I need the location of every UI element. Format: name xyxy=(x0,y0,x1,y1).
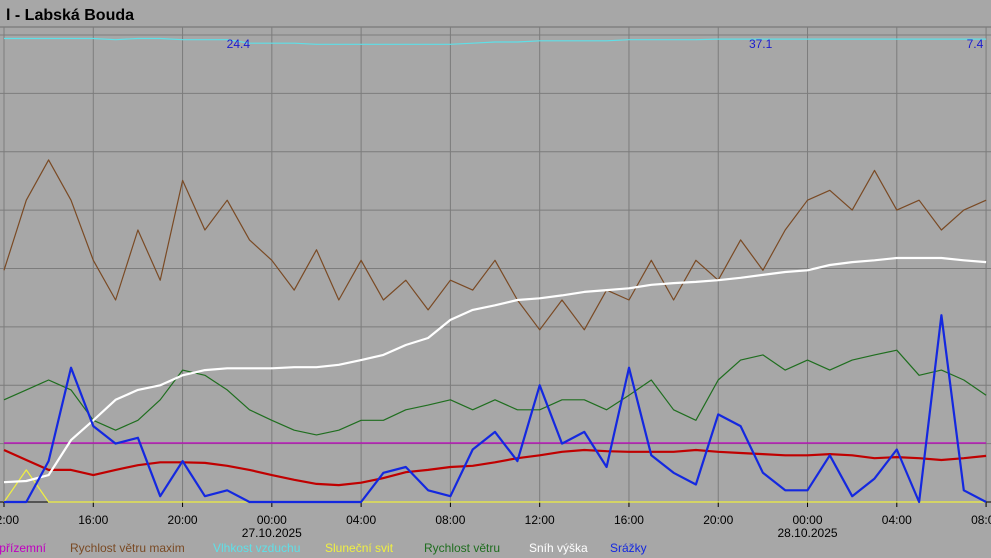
x-tick-label: 00:00 xyxy=(793,513,823,527)
legend-entry: Teplota přízemní xyxy=(0,541,47,555)
legend-entry: Sníh výška xyxy=(529,541,588,555)
x-tick-label: 08:00 xyxy=(971,513,991,527)
x-date-label: 27.10.2025 xyxy=(242,526,302,540)
series-line xyxy=(3,159,987,331)
x-tick-label: 20:00 xyxy=(703,513,733,527)
x-tick-label: 12:00 xyxy=(525,513,555,527)
x-date-label: 28.10.2025 xyxy=(777,526,837,540)
legend-entry: Srážky xyxy=(610,541,647,555)
x-tick-label: 16:00 xyxy=(614,513,644,527)
x-tick-label: 16:00 xyxy=(78,513,108,527)
series-line xyxy=(3,469,987,503)
legend-entry: Rychlost větru maxim xyxy=(70,541,185,555)
series-line xyxy=(3,349,987,436)
x-tick-label: 00:00 xyxy=(257,513,287,527)
legend-entry: Sluneční svit xyxy=(325,541,394,555)
legend-entry: Vlhkost vzduchu xyxy=(213,541,300,555)
x-tick-label: 04:00 xyxy=(882,513,912,527)
x-tick-label: 20:00 xyxy=(168,513,198,527)
series-line xyxy=(4,314,987,504)
series-line xyxy=(3,256,987,484)
annotation: 37.1 xyxy=(749,37,773,51)
x-tick-label: 12:00 xyxy=(0,513,19,527)
x-tick-label: 04:00 xyxy=(346,513,376,527)
legend-entry: Rychlost větru xyxy=(424,541,500,555)
series-line xyxy=(3,448,987,487)
annotation: 7.4 xyxy=(967,37,984,51)
chart-title: l - Labská Bouda xyxy=(6,7,134,24)
series-line xyxy=(4,37,987,45)
x-tick-label: 08:00 xyxy=(435,513,465,527)
annotation: 24.4 xyxy=(227,37,251,51)
